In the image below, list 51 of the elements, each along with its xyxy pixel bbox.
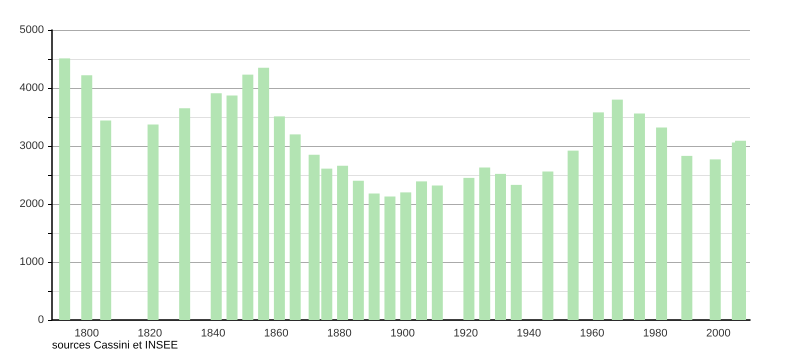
bar [542,172,554,320]
bar [337,166,348,320]
bar [179,108,190,320]
bar [368,194,380,320]
bar [494,174,506,320]
bar [416,181,428,320]
y-tick-label: 2000 [20,198,44,210]
x-tick-label: 1960 [580,328,604,340]
x-tick-label: 1860 [264,328,288,340]
x-tick-label: 1920 [454,328,478,340]
bar [242,74,254,320]
bar [290,134,301,320]
bar [59,58,70,320]
x-tick-label: 2000 [706,328,731,340]
bar [258,68,270,320]
y-tick-label: 5000 [20,24,44,36]
bar [568,150,579,320]
bar [308,154,320,320]
bar [656,127,668,320]
bar [612,100,623,320]
bar [735,140,746,320]
bar [463,178,474,320]
bar [634,114,645,320]
x-tick-label: 1980 [643,328,668,340]
x-tick-label: 1800 [74,328,99,340]
x-tick-label: 1820 [138,328,162,340]
x-tick-label: 1880 [327,328,352,340]
source-note: sources Cassini et INSEE [52,340,178,350]
bar [400,192,412,320]
bar [81,75,92,320]
y-tick-label: 4000 [20,82,44,94]
bar [681,156,692,320]
bar [592,112,604,320]
x-tick-label: 1900 [390,328,415,340]
x-tick-label: 1840 [200,328,226,340]
bar [274,116,285,320]
y-tick-label: 1000 [20,256,44,268]
bar [226,96,238,320]
bar [510,184,522,320]
bar [210,93,222,320]
bar [710,159,721,320]
x-tick-label: 1940 [516,328,542,340]
y-tick-label: 0 [38,314,44,326]
bar [432,185,443,320]
bar [384,196,396,320]
bar [321,168,332,320]
bar [479,167,490,320]
bar [100,120,112,320]
bar [148,124,159,320]
y-tick-label: 3000 [20,140,44,152]
bar [352,180,364,320]
